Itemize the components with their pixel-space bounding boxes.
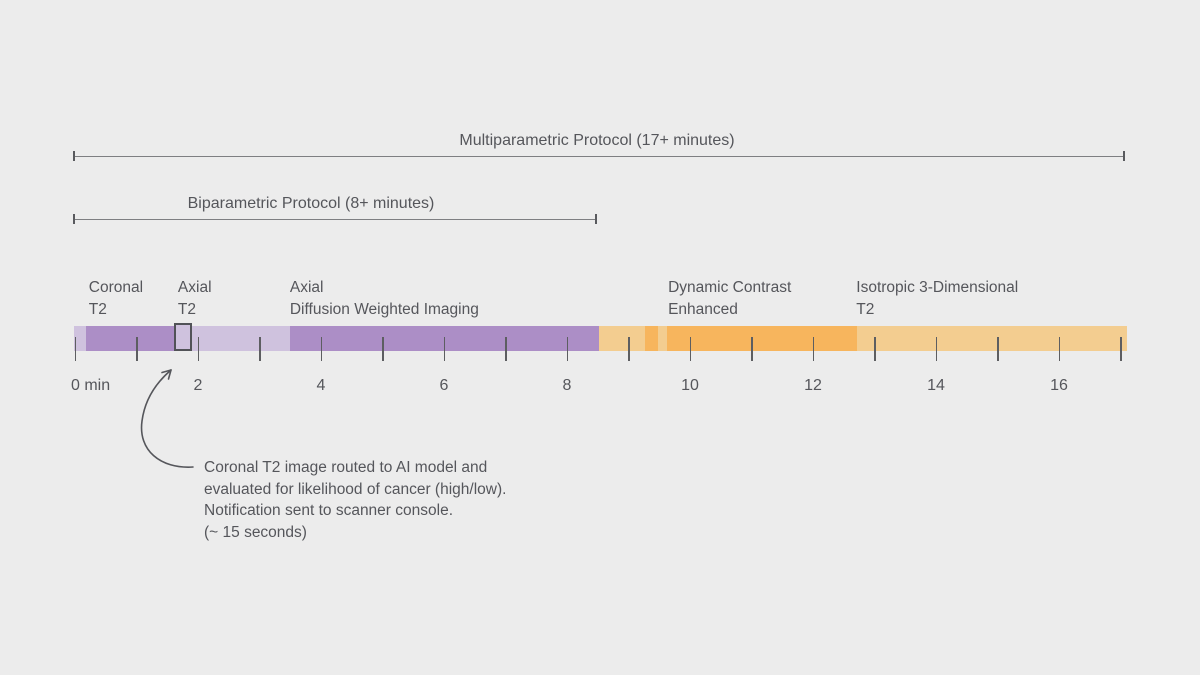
- annotation-line: Coronal T2 image routed to AI model and: [204, 459, 488, 476]
- axis-tick: [628, 337, 630, 361]
- axis-tick-label: 2: [193, 377, 203, 394]
- axis-tick-label: 10: [681, 377, 699, 394]
- bracket-endcap: [73, 214, 75, 225]
- bracket-label-biparametric: Biparametric Protocol (8+ minutes): [187, 195, 435, 212]
- bar-segment: [74, 326, 87, 351]
- axis-tick: [1120, 337, 1122, 361]
- bracket-endcap: [594, 214, 597, 225]
- axis-tick: [382, 337, 384, 361]
- axis-tick-label: 8: [562, 377, 572, 394]
- axis-tick-label: 0 min: [71, 377, 111, 394]
- bracket-label-multiparametric: Multiparametric Protocol (17+ minutes): [459, 132, 735, 149]
- segment-label: Dynamic Contrast Enhanced: [668, 279, 792, 318]
- axis-tick-label: 12: [804, 377, 822, 394]
- axis-tick: [74, 337, 77, 361]
- axis-tick: [320, 337, 323, 361]
- annotation-arrow-icon: [140, 369, 194, 468]
- bracket-line-multiparametric: [73, 151, 1126, 162]
- segment-label: Isotropic 3-Dimensional T2: [856, 279, 1019, 318]
- axis-tick: [689, 337, 692, 361]
- segment-label: Axial T2: [177, 279, 212, 318]
- bar-segment: [658, 326, 667, 351]
- bar-segment: [666, 326, 857, 351]
- axis-tick-label: 6: [439, 377, 449, 394]
- bar-segment: [599, 326, 645, 351]
- axis-tick: [874, 337, 876, 361]
- segment-label: Axial Diffusion Weighted Imaging: [289, 279, 479, 318]
- bracket-line-biparametric: [73, 214, 597, 225]
- highlight-box: [174, 323, 193, 351]
- annotation-line: Notification sent to scanner console.: [204, 502, 453, 519]
- axis-tick: [935, 337, 938, 361]
- bracket-endcap: [73, 151, 75, 162]
- axis-tick: [505, 337, 507, 361]
- timeline-bar: [74, 326, 1128, 351]
- bar-segment: [174, 326, 290, 351]
- axis-tick: [197, 337, 200, 361]
- axis-tick: [566, 337, 569, 361]
- bracket-endcap: [1123, 151, 1126, 162]
- axis-tick: [443, 337, 446, 361]
- axis-tick: [259, 337, 261, 361]
- axis-tick: [751, 337, 753, 361]
- bar-segment: [86, 326, 175, 351]
- annotation-line: evaluated for likelihood of cancer (high…: [204, 480, 507, 498]
- axis-tick: [1058, 337, 1061, 361]
- annotation-text: Coronal T2 image routed to AI model and …: [204, 457, 506, 543]
- axis-tick: [136, 337, 138, 361]
- axis-tick: [997, 337, 999, 361]
- bar-segment: [644, 326, 659, 351]
- segment-label: Coronal T2: [88, 279, 144, 318]
- axis-tick: [812, 337, 815, 361]
- axis-tick-label: 4: [316, 377, 326, 394]
- bar-segment: [856, 326, 1128, 351]
- axis-tick-label: 16: [1050, 377, 1068, 394]
- axis-tick-label: 14: [927, 377, 945, 394]
- annotation-line: (~ 15 seconds): [204, 523, 307, 541]
